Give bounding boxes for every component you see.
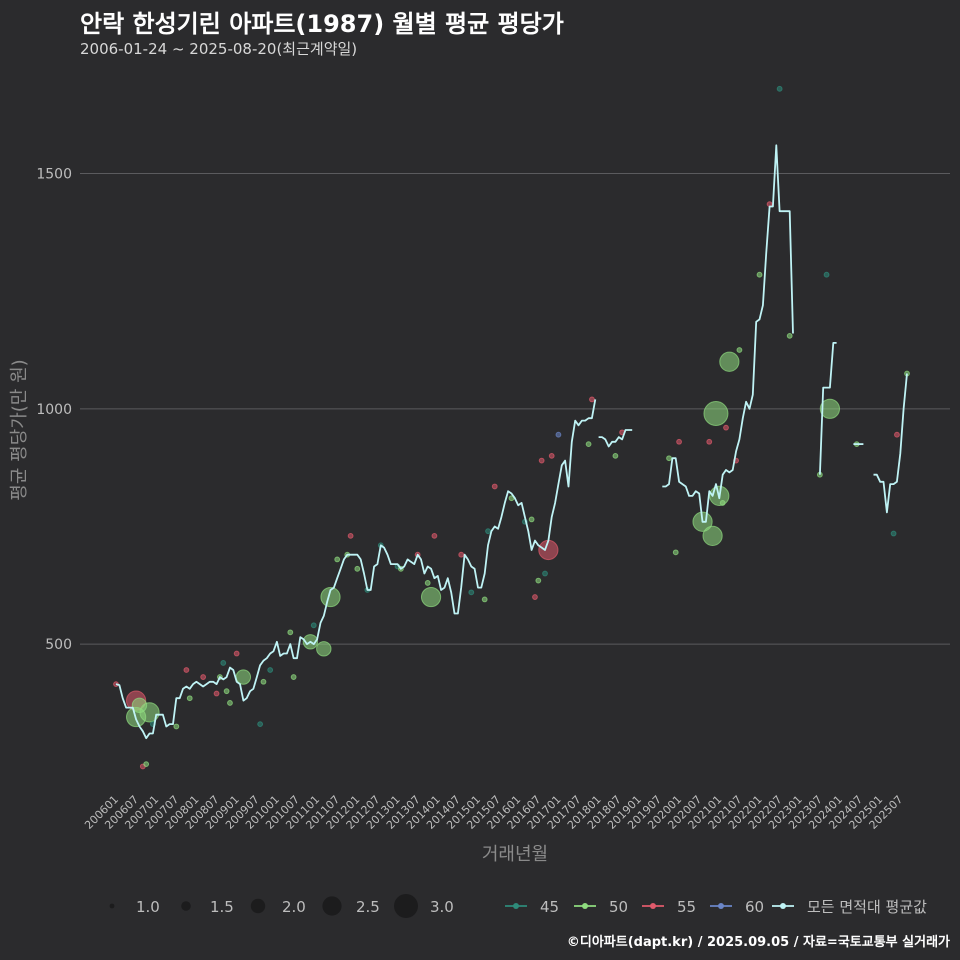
point-60 [555, 431, 562, 438]
chart-title: 안락 한성기린 아파트(1987) 월별 평균 평당가 [80, 10, 564, 38]
series-legend-dot [513, 903, 519, 909]
point-55 [213, 690, 220, 697]
point-45 [267, 667, 274, 673]
point-45 [890, 530, 897, 537]
point-50 [139, 702, 160, 723]
series-legend-dot [780, 903, 786, 909]
average-line-segment-4 [819, 342, 837, 475]
point-50 [672, 549, 679, 556]
point-50 [354, 565, 361, 572]
legend: 1.0 1.5 2.0 2.5 3.0 45 50 55 60 모든 면적대 평균값 [109, 894, 927, 918]
point-55 [431, 532, 438, 539]
point-50 [703, 401, 729, 427]
chart-subtitle: 2006-01-24 ~ 2025-08-20(최근계약일) [80, 40, 358, 58]
point-55 [706, 438, 713, 445]
point-45 [220, 660, 227, 666]
point-55 [538, 457, 545, 464]
point-55 [894, 431, 900, 438]
point-55 [183, 667, 190, 673]
point-50 [186, 695, 193, 702]
y-tick-label: 1500 [36, 167, 72, 183]
series-legend-label: 50 [609, 898, 628, 916]
y-axis-label: 평균 평당가(만 원) [9, 359, 30, 501]
series-legend-label: 55 [677, 898, 696, 916]
point-55 [347, 532, 354, 539]
point-50 [143, 761, 150, 768]
y-tick-label: 1000 [36, 402, 72, 418]
point-55 [548, 452, 555, 459]
point-45 [823, 271, 830, 278]
point-45 [468, 589, 475, 596]
point-50 [173, 723, 180, 730]
point-45 [542, 570, 548, 577]
x-axis-label: 거래년월 [481, 844, 549, 865]
point-45 [310, 622, 317, 629]
size-legend-dot [250, 898, 266, 914]
point-50 [756, 271, 763, 278]
average-line-segment-2 [598, 429, 633, 448]
series-legend-dot [582, 903, 588, 909]
size-legend-dot [322, 896, 342, 916]
point-55 [532, 594, 538, 600]
point-55 [723, 424, 729, 431]
point-50 [702, 525, 723, 546]
point-45 [257, 721, 264, 728]
x-tick-labels: 2006012006072007012007072008012008072009… [82, 793, 905, 832]
point-55 [491, 483, 498, 490]
size-legend-label: 1.5 [210, 898, 234, 916]
point-55 [458, 551, 465, 558]
size-legend-label: 2.0 [282, 898, 306, 916]
point-50 [227, 700, 233, 706]
point-50 [260, 678, 267, 685]
scatter-points [113, 85, 910, 770]
grid-lines [80, 173, 950, 645]
point-45 [485, 528, 491, 535]
point-50 [819, 398, 841, 419]
point-50 [424, 580, 431, 586]
average-line-segment-3 [662, 144, 794, 523]
point-50 [334, 556, 341, 563]
point-50 [585, 441, 592, 448]
size-legend-dot [181, 901, 191, 911]
point-55 [676, 438, 682, 445]
size-legend-label: 2.5 [356, 898, 380, 916]
y-tick-label: 500 [45, 637, 72, 653]
series-legend-dot [650, 903, 656, 909]
point-50 [612, 452, 619, 459]
point-50 [481, 596, 488, 603]
point-50 [535, 577, 542, 584]
source-credit: ©디아파트(dapt.kr) / 2025.09.05 / 자료=국토교통부 실… [566, 935, 950, 950]
point-50 [719, 500, 726, 506]
point-55 [589, 396, 595, 403]
point-50 [786, 332, 793, 339]
size-legend-label: 1.0 [136, 898, 160, 916]
series-legend-dot [718, 903, 724, 909]
size-legend-label: 3.0 [430, 898, 454, 916]
point-50 [420, 586, 442, 608]
series-legend-label: 45 [540, 898, 559, 916]
series-legend-label: 60 [745, 898, 764, 916]
point-50 [666, 455, 672, 462]
point-50 [223, 688, 230, 695]
point-55 [200, 674, 207, 680]
average-line-segment-1 [115, 399, 597, 740]
size-legend-dot [109, 903, 115, 909]
point-50 [719, 351, 740, 372]
average-line-segment-6 [873, 373, 908, 514]
y-tick-labels: 500 1000 1500 [36, 167, 72, 654]
point-50 [528, 516, 535, 523]
point-50 [320, 586, 341, 608]
point-50 [290, 674, 297, 680]
point-50 [736, 347, 743, 353]
point-50 [287, 629, 294, 636]
average-line [115, 144, 908, 740]
point-55 [233, 650, 240, 657]
point-45 [776, 85, 783, 92]
size-legend-dot [394, 894, 418, 918]
point-50 [316, 641, 332, 657]
series-legend-label: 모든 면적대 평균값 [807, 898, 927, 916]
